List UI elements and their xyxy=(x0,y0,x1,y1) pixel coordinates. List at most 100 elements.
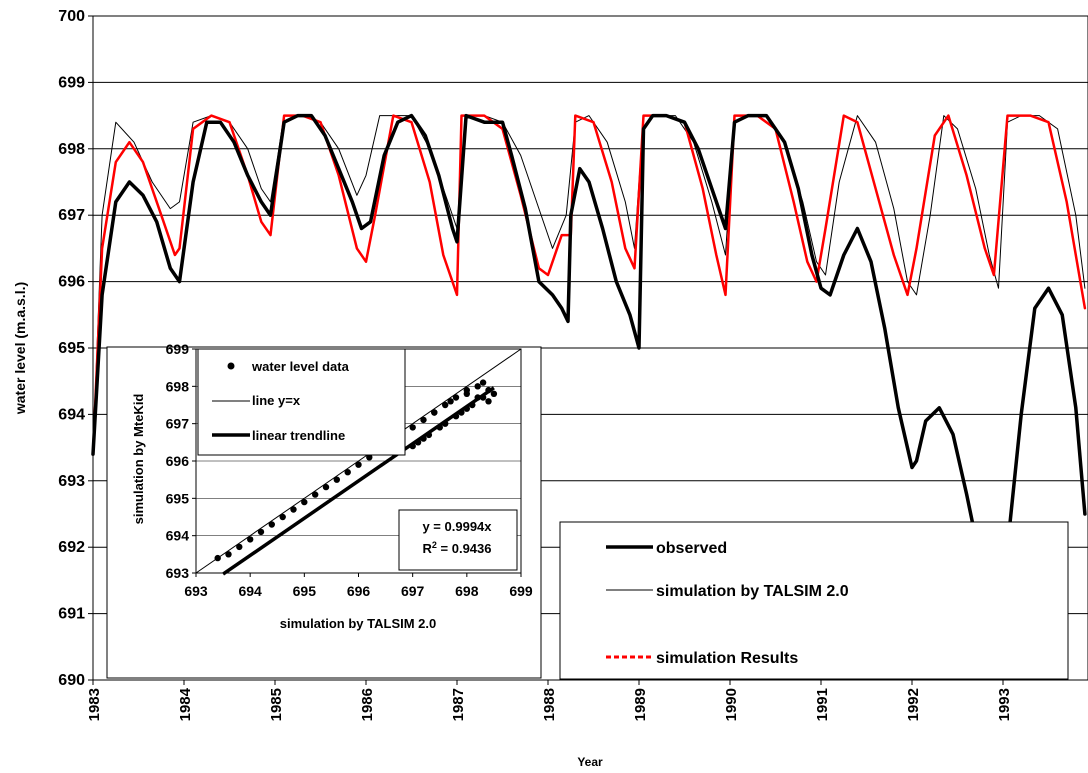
legend-label-observed: observed xyxy=(656,540,727,557)
regression-r2: R2 = 0.9436 xyxy=(423,540,492,556)
inset-data-point xyxy=(214,554,221,562)
inset-identity-line xyxy=(195,348,522,574)
inset-data-point xyxy=(442,401,449,409)
inset-data-point xyxy=(469,401,476,409)
regression-r2-superscript: 2 xyxy=(432,540,437,550)
inset-y-tick-label: 698 xyxy=(166,378,190,394)
inset-data-point xyxy=(268,521,275,528)
main-y-tick-label: 691 xyxy=(58,606,85,623)
inset-legend-label-data: water level data xyxy=(251,359,350,374)
main-x-tick-label: 1986 xyxy=(359,688,376,721)
main-x-axis-label: Year xyxy=(577,755,603,769)
regression-r2-prefix: R xyxy=(423,541,433,556)
inset-data-point xyxy=(442,420,449,427)
inset-y-tick-label: 694 xyxy=(166,528,190,544)
inset-data-point xyxy=(322,483,330,491)
inset-data-point xyxy=(333,476,340,483)
main-x-tick-label: 1991 xyxy=(814,688,831,721)
inset-data-point xyxy=(414,439,422,446)
inset-data-point xyxy=(463,386,470,394)
main-y-axis-label: water level (m.a.s.l.) xyxy=(12,282,28,415)
inset-legend-swatch-data xyxy=(227,362,235,370)
inset-data-point xyxy=(290,506,297,513)
main-x-tick-label: 1985 xyxy=(268,688,285,721)
main-y-tick-label: 692 xyxy=(58,539,85,556)
inset-x-tick-label: 693 xyxy=(184,583,208,599)
inset-x-tick-label: 698 xyxy=(455,583,479,599)
inset-x-tick-label: 696 xyxy=(347,583,371,599)
main-y-tick-label: 699 xyxy=(58,74,85,91)
main-series-line-thick-solid xyxy=(91,113,1087,616)
inset-data-point xyxy=(312,491,319,498)
inset-y-ticks: 693 694 695 696 697 698 699 xyxy=(166,341,196,581)
inset-data-point xyxy=(420,435,427,442)
inset-trendline xyxy=(222,386,495,576)
legend-label-talsim: simulation by TALSIM 2.0 xyxy=(656,583,849,600)
inset-data-point xyxy=(420,416,427,424)
inset-data-point xyxy=(247,536,254,543)
inset-data-point xyxy=(225,551,232,558)
main-y-tick-label: 700 xyxy=(58,8,85,25)
main-x-tick-label: 1984 xyxy=(177,687,194,721)
inset-data-point xyxy=(409,424,416,431)
inset-y-tick-label: 696 xyxy=(166,453,190,469)
inset-x-tick-label: 694 xyxy=(238,583,262,599)
inset-data-point xyxy=(458,409,465,416)
inset-x-ticks: 693 694 695 696 697 698 699 xyxy=(184,573,533,599)
main-y-tick-label: 693 xyxy=(58,473,85,490)
main-y-tick-label: 696 xyxy=(58,274,85,291)
inset-data-point xyxy=(355,461,362,468)
inset-data-point xyxy=(344,469,351,476)
inset-data-point xyxy=(279,513,286,521)
inset-data-point xyxy=(474,394,481,401)
inset-y-tick-label: 693 xyxy=(166,565,190,581)
inset-y-tick-label: 699 xyxy=(166,341,190,357)
inset-annotation-box xyxy=(398,509,518,571)
main-y-tick-label: 697 xyxy=(58,207,85,224)
inset-x-tick-label: 695 xyxy=(293,583,317,599)
inset-data-point xyxy=(485,386,492,394)
inset-data-point xyxy=(409,442,416,450)
inset-x-tick-label: 697 xyxy=(401,583,425,599)
inset-data-point xyxy=(474,383,481,390)
inset-data-point xyxy=(236,543,243,551)
inset-legend-label-trend: linear trendline xyxy=(252,428,345,443)
inset-y-axis-label: simulation by MteKid xyxy=(131,394,146,525)
main-x-tick-label: 1989 xyxy=(632,688,649,721)
inset-data-point xyxy=(490,390,498,397)
inset-data-point xyxy=(447,398,454,405)
inset-x-tick-label: 699 xyxy=(509,583,533,599)
inset-data-point xyxy=(301,498,308,506)
main-x-tick-label: 1988 xyxy=(541,688,558,721)
main-series-line-thin-solid xyxy=(92,115,1086,455)
inset-data-point xyxy=(431,409,438,416)
main-x-tick-label: 1983 xyxy=(86,688,103,721)
inset-x-axis-label: simulation by TALSIM 2.0 xyxy=(280,616,437,631)
inset-data-point xyxy=(463,405,470,412)
inset-data-point xyxy=(257,528,265,536)
main-legend: observed simulation by TALSIM 2.0 simula… xyxy=(559,521,1069,680)
inset-chart: 693 694 695 696 697 698 699 693 694 695 696 697 698… xyxy=(106,341,542,679)
main-x-tick-label: 1993 xyxy=(996,688,1013,721)
regression-equation: y = 0.9994x xyxy=(422,519,492,534)
inset-legend: water level data line y=x linear trendli… xyxy=(197,348,406,456)
inset-data-point xyxy=(366,454,373,461)
inset-y-tick-label: 697 xyxy=(166,416,190,432)
inset-annotation: y = 0.9994x R2 = 0.9436 xyxy=(398,509,518,571)
inset-data-point xyxy=(436,424,443,431)
main-y-tick-label: 694 xyxy=(58,406,85,423)
regression-r2-value: = 0.9436 xyxy=(437,541,492,556)
main-y-tick-label: 695 xyxy=(58,340,85,357)
inset-data-point xyxy=(452,394,460,401)
main-x-tick-label: 1987 xyxy=(450,688,467,721)
main-x-tick-label: 1990 xyxy=(723,688,740,721)
inset-y-tick-label: 695 xyxy=(166,490,190,506)
inset-data-point xyxy=(479,379,487,386)
main-x-ticks: 1983 1984 1985 1986 1987 1988 1989 1990 1991 1992… xyxy=(86,680,1013,721)
inset-data-point xyxy=(485,398,492,405)
main-y-ticks: 690 691 692 693 694 695 696 697 698 699 700 xyxy=(58,8,93,689)
main-y-tick-label: 698 xyxy=(58,141,85,158)
main-x-tick-label: 1992 xyxy=(905,688,922,721)
inset-data-point xyxy=(452,413,460,420)
